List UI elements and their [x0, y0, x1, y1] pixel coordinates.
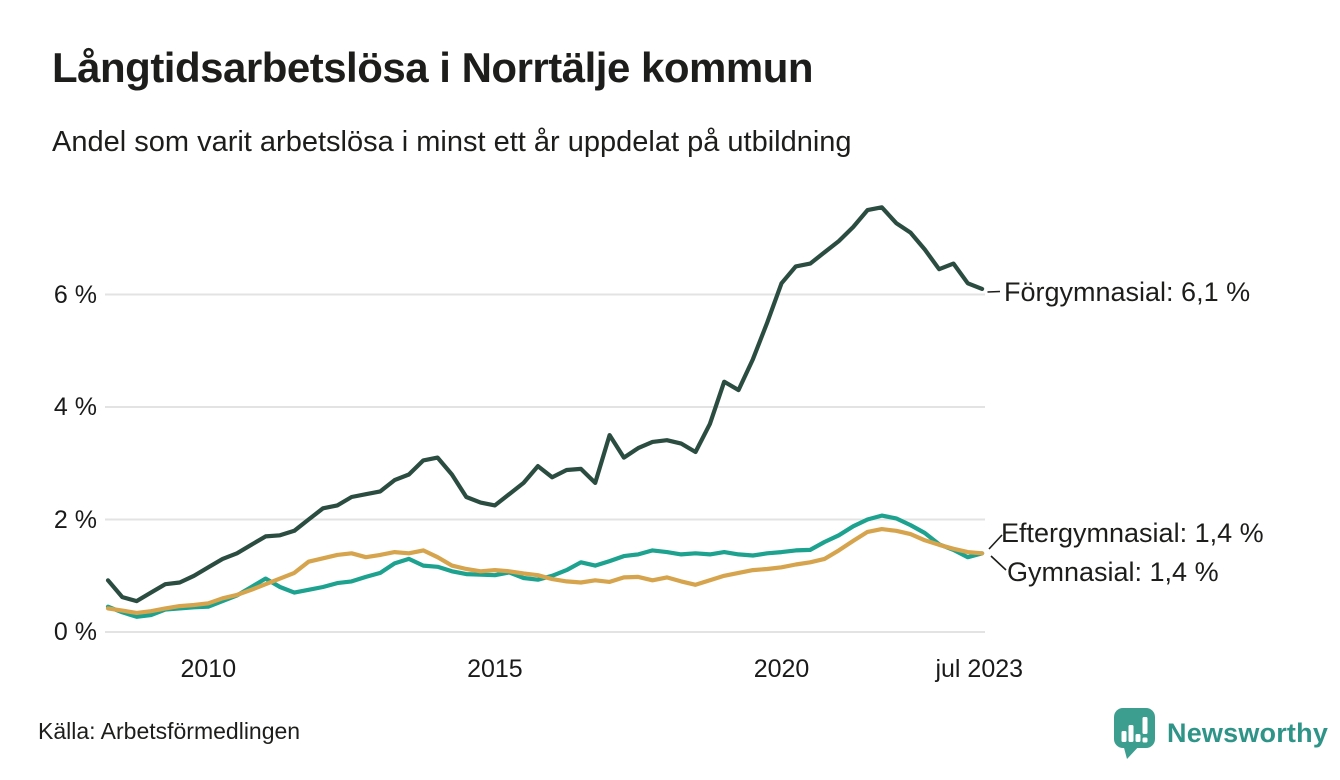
y-axis-tick-label: 2 % — [53, 505, 97, 534]
x-axis-tick-label: 2020 — [753, 655, 810, 683]
newsworthy-logo-icon — [1114, 708, 1155, 759]
y-axis-tick-label: 0 % — [53, 618, 97, 646]
label-connector — [990, 555, 1007, 571]
series-line-förgymnasial — [105, 205, 985, 604]
label-connector — [988, 534, 1003, 550]
source-note: Källa: Arbetsförmedlingen — [38, 718, 301, 744]
series-line-gymnasial — [105, 526, 985, 616]
chart-subtitle: Andel som varit arbetslösa i minst ett å… — [52, 126, 852, 158]
series-line-eftergymnasial — [105, 513, 985, 619]
newsworthy-logo-text: Newsworthy — [1167, 717, 1329, 748]
label-connector — [987, 290, 1001, 293]
y-axis-tick-label: 6 % — [53, 280, 97, 309]
series-label-gymnasial: Gymnasial: 1,4 % — [1007, 557, 1219, 587]
x-axis-tick-label: 2015 — [467, 655, 523, 683]
y-axis-tick-label: 4 % — [53, 393, 97, 421]
page-title: Långtidsarbetslösa i Norrtälje kommun — [52, 44, 814, 91]
x-axis-tick-label: 2010 — [180, 655, 237, 683]
newsworthy-logo: Newsworthy — [1112, 706, 1328, 760]
series-label-forgymnasial: Förgymnasial: 6,1 % — [1004, 277, 1251, 307]
series-label-eftergymnasial: Eftergymnasial: 1,4 % — [1001, 518, 1264, 548]
x-axis-tick-label: jul 2023 — [935, 655, 1024, 683]
